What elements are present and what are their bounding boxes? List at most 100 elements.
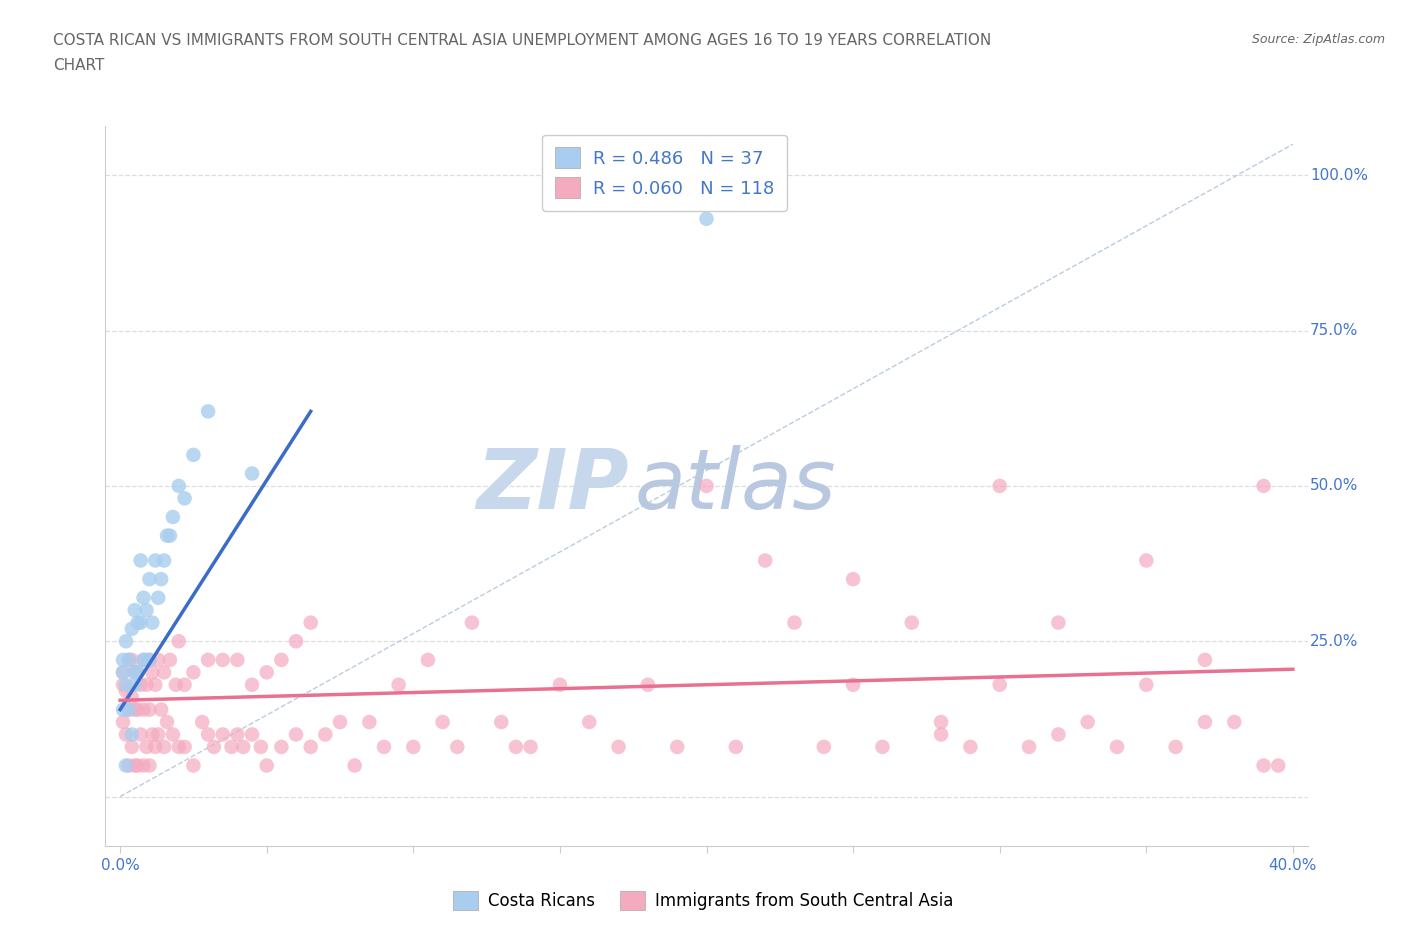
Point [124,677,146,692]
Text: Source: ZipAtlas.com: Source: ZipAtlas.com [1251,33,1385,46]
Point [143,677,166,692]
Point [226,727,249,742]
Point [299,615,322,630]
Point [118,653,141,668]
Point [240,466,263,481]
Point [988,677,1011,692]
Point [162,727,184,742]
Text: atlas: atlas [634,445,837,526]
Point [197,404,219,418]
Point [783,615,806,630]
Point [578,714,600,729]
Point [402,739,425,754]
Point [446,739,468,754]
Point [156,714,179,729]
Point [548,677,571,692]
Point [112,665,135,680]
Point [138,653,160,668]
Point [696,211,718,226]
Point [141,615,163,630]
Point [256,665,278,680]
Point [359,714,381,729]
Point [221,739,243,754]
Point [167,479,190,494]
Point [127,758,149,773]
Text: ZIP: ZIP [475,445,628,526]
Point [135,603,157,618]
Point [135,677,157,692]
Point [270,653,292,668]
Point [929,714,952,729]
Point [388,677,411,692]
Point [129,727,152,742]
Point [183,665,205,680]
Point [115,758,138,773]
Point [461,615,484,630]
Point [112,665,135,680]
Point [724,739,747,754]
Point [127,665,149,680]
Point [129,615,152,630]
Text: CHART: CHART [53,58,105,73]
Point [197,653,219,668]
Point [1105,739,1128,754]
Point [173,739,195,754]
Point [250,739,273,754]
Point [240,727,263,742]
Point [232,739,254,754]
Point [127,702,149,717]
Point [127,615,149,630]
Point [1223,714,1246,729]
Point [132,702,155,717]
Point [148,591,170,605]
Point [129,553,152,568]
Point [1135,677,1157,692]
Point [211,727,233,742]
Point [1077,714,1099,729]
Point [519,739,541,754]
Point [988,479,1011,494]
Point [211,653,233,668]
Point [124,665,146,680]
Point [607,739,630,754]
Point [842,572,865,587]
Point [162,510,184,525]
Point [754,553,776,568]
Point [138,653,160,668]
Point [143,553,166,568]
Point [329,714,352,729]
Point [153,739,176,754]
Point [124,665,146,680]
Point [1194,653,1216,668]
Point [124,603,146,618]
Point [132,591,155,605]
Point [118,653,141,668]
Point [491,714,513,729]
Point [143,739,166,754]
Point [121,653,143,668]
Point [124,702,146,717]
Point [183,447,205,462]
Point [118,702,141,717]
Point [132,758,155,773]
Point [118,702,141,717]
Point [138,758,160,773]
Point [138,702,160,717]
Point [115,727,138,742]
Point [124,758,146,773]
Point [150,702,173,717]
Point [343,758,366,773]
Point [138,572,160,587]
Point [150,572,173,587]
Point [115,684,138,698]
Text: 100.0%: 100.0% [1310,167,1368,183]
Point [132,653,155,668]
Point [121,621,143,636]
Point [1135,553,1157,568]
Point [240,677,263,692]
Point [900,615,922,630]
Point [141,727,163,742]
Point [1253,479,1275,494]
Point [159,528,181,543]
Point [173,491,195,506]
